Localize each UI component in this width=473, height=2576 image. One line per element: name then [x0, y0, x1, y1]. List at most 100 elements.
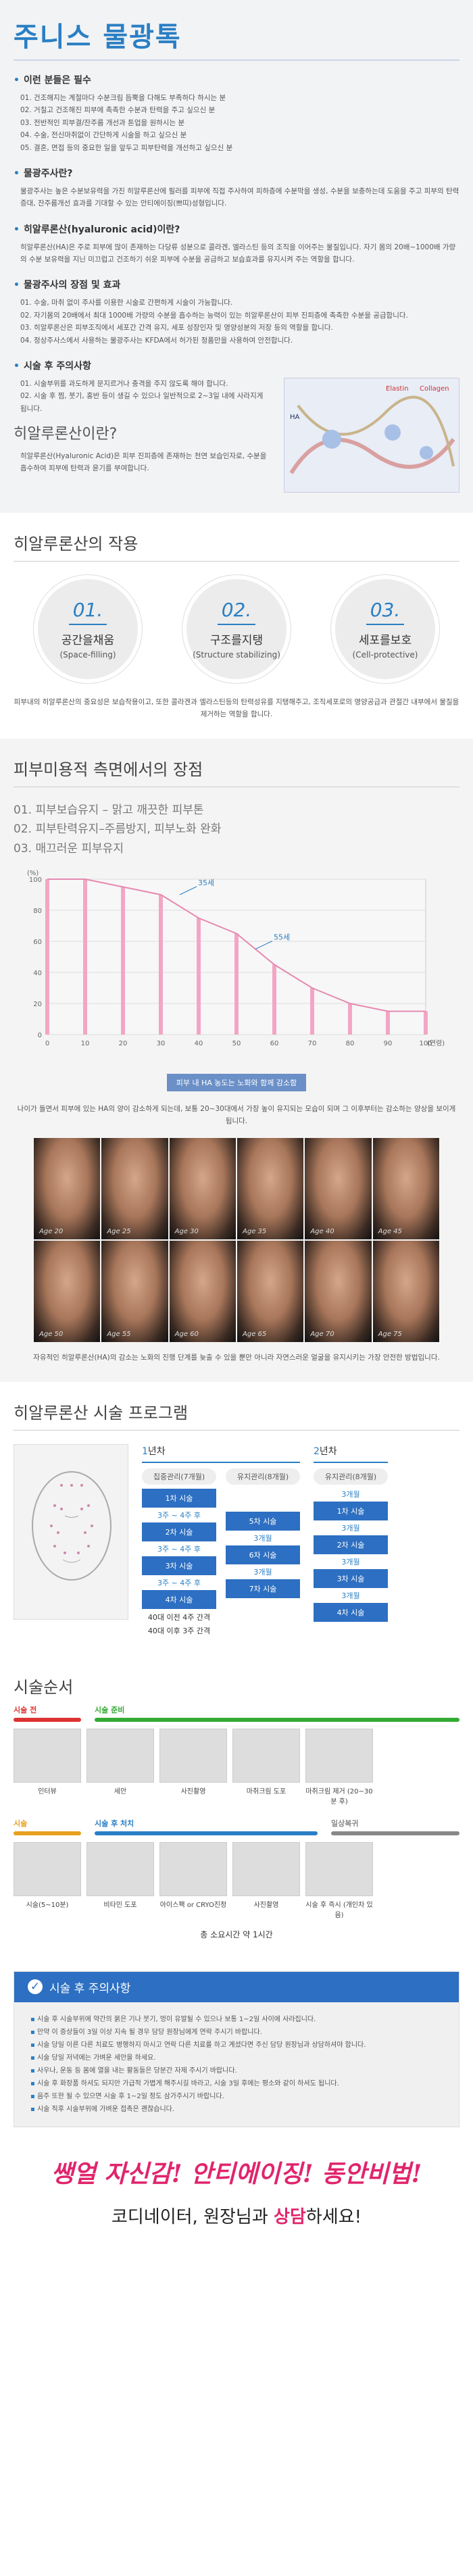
procedure-section: 시술순서 시술 전 시술 준비 인터뷰 세안 사진촬영 마취크림 도포 마취크림…: [0, 1656, 473, 1958]
y-tick-label: 80: [33, 908, 42, 915]
action-circle-3: 03. 세포를보호 (Cell-protective): [331, 574, 439, 683]
step: 시술 후 즉시 (개인차 있음): [305, 1841, 373, 1919]
x-axis-label: (연령): [427, 1039, 445, 1047]
advantages-section: 피부미용적 측면에서의 장점 01. 피부보습유지 – 맑고 깨끗한 피부톤 0…: [0, 738, 473, 1382]
face-image: Age 65: [237, 1240, 304, 1342]
aging-note: 자유적인 히알루론산(HA)의 감소는 노화의 진행 단계를 늦출 수 있을 뿐…: [33, 1353, 440, 1362]
bar: [159, 895, 163, 1035]
step: 아이스팩 or CRYO진정: [159, 1841, 227, 1919]
slogan: 쌩얼 자신감! 안티에이징! 동안비법!: [51, 2159, 422, 2188]
intro-section: 주니스 물광톡 • 이런 분들은 필수 01. 건조해지는 계절마다 수분크림 듬…: [0, 0, 473, 513]
face-image: Age 20: [34, 1137, 101, 1239]
bar: [121, 887, 125, 1035]
bar: [310, 988, 314, 1035]
session-box: 4차 시술: [142, 1589, 216, 1609]
aging-faces: Age 20 Age 25 Age 30 Age 35 Age 40 Age 4…: [34, 1137, 439, 1342]
advantages-title: 피부미용적 측면에서의 장점: [14, 760, 203, 779]
page-title: 주니스 물광톡: [14, 22, 182, 53]
page: 주니스 물광톡 • 이런 분들은 필수 01. 건조해지는 계절마다 수분크림 듬…: [0, 0, 473, 2228]
x-tick-label: 10: [81, 1040, 90, 1047]
aftercare-list: 01. 시술부위를 과도하게 문지르거나 충격을 주지 않도록 해야 합니다. …: [20, 379, 264, 413]
session-box: 4차 시술: [314, 1602, 388, 1622]
contact-line: 코디네이터, 원장님과 상담하세요!: [111, 2206, 362, 2227]
x-tick-label: 0: [45, 1040, 49, 1047]
svg-text:Elastin: Elastin: [386, 385, 408, 393]
step: 시술(5~10분): [14, 1841, 81, 1919]
face-image: Age 55: [101, 1240, 168, 1342]
face-image: Age 30: [169, 1137, 236, 1239]
session-box: 1차 시술: [314, 1501, 388, 1520]
annotation-label: 35세: [198, 878, 214, 887]
face-image: Age 40: [305, 1137, 372, 1239]
session-box: 3차 시술: [142, 1556, 216, 1575]
ha-text: 히알루론산(HA)은 주로 피부에 많이 존재하는 다당류 성분으로 콜라겐, …: [20, 243, 456, 264]
y-tick-label: 20: [33, 1001, 42, 1008]
year-1-program: 1년차 집중관리(7개월) 1차 시술 3주 ~ 4주 후 2차 시술 3주 ~…: [142, 1444, 300, 1639]
procedure-row-2: 시술(5~10분) 비타민 도포 아이스팩 or CRYO진정 사진촬영 시술 …: [14, 1841, 459, 1919]
action-circle-2: 02. 구조를지탱 (Structure stabilizing): [182, 574, 291, 683]
caution-item: 시술 당일 이른 다른 치료도 병행하지 마시고 연락 다른 치료를 하고 계셨…: [30, 2039, 443, 2052]
caution-heading: 시술 후 주의사항: [49, 1981, 131, 1996]
step: 사진촬영: [232, 1841, 300, 1919]
x-tick-label: 90: [384, 1040, 393, 1047]
x-tick-label: 70: [308, 1040, 317, 1047]
caution-item: 시술 직후 시술부위에 가벼운 접촉은 괜찮습니다.: [30, 2103, 443, 2116]
annotation-leader: [255, 941, 273, 950]
chart-caption: 피부 내 HA 농도는 노화와 함께 감소함: [166, 1074, 307, 1092]
x-tick-label: 50: [232, 1040, 241, 1047]
step: 사진촬영: [159, 1728, 227, 1806]
what-heading: • 물광주사란?: [14, 168, 73, 179]
y-tick-label: 0: [38, 1032, 42, 1039]
y-tick-label: 60: [33, 939, 42, 946]
series-line: [47, 878, 426, 1012]
face-image: Age 60: [169, 1240, 236, 1342]
caution-item: 시술 후 시술부위에 약간의 붉은 기나 붓기, 멍이 유발될 수 있으나 보통…: [30, 2013, 443, 2026]
bar: [45, 879, 49, 1035]
advantage-item: 02. 피부탄력유지–주름방지, 피부노화 완화: [14, 822, 222, 837]
annotation-label: 55세: [274, 933, 290, 942]
skin-diagram-image: Elastin Collagen HA: [284, 377, 459, 493]
x-tick-label: 100: [419, 1040, 432, 1047]
advantage-item: 01. 피부보습유지 – 맑고 깨끗한 피부톤: [14, 803, 204, 817]
x-tick-label: 60: [270, 1040, 279, 1047]
caution-list: 시술 후 시술부위에 약간의 붉은 기나 붓기, 멍이 유발될 수 있으나 보통…: [14, 2002, 459, 2127]
face-injection-diagram: [14, 1443, 128, 1620]
check-icon: ✓: [28, 1979, 43, 1995]
face-image: Age 35: [237, 1137, 304, 1239]
bar: [83, 879, 87, 1035]
year-2-program: 2년차 유지관리(8개월) 3개월 1차 시술 3개월 2차 시술 3개월 3차…: [314, 1444, 388, 1639]
action-section: 히알루론산의 작용 01. 공간을채움 (Space-filling) 02. …: [0, 513, 473, 739]
annotation-leader: [179, 886, 197, 895]
action-desc: 피부내의 히알루론산의 중요성은 보습작용이고, 또한 콜라겐과 엘라스틴등의 …: [14, 697, 459, 718]
step: 마취크림 도포: [232, 1728, 300, 1806]
ha-chart: 100 80 60 40 20 0 0 10 20 30 40 50 60 70 80 90 100 35세 55세…: [14, 866, 459, 1068]
ha-intro-title: 히알루론산이란?: [14, 426, 118, 443]
session-box: 5차 시술: [226, 1511, 300, 1531]
ha-heading: • 히알루론산(hyaluronic acid)이란?: [14, 224, 180, 235]
title-divider: [14, 59, 459, 61]
svg-text:Collagen: Collagen: [420, 385, 449, 393]
caution-item: 만약 이 증상들이 3일 이상 지속 될 경우 담당 원장님에게 연락 주시기 …: [30, 2026, 443, 2039]
step: 마취크림 제거 (20~30분 후): [305, 1728, 373, 1806]
features-heading: • 이런 분들은 필수: [14, 75, 91, 86]
y-tick-label: 100: [29, 876, 42, 884]
x-tick-label: 80: [346, 1040, 355, 1047]
bar: [197, 918, 201, 1035]
what-text: 물광주사는 높은 수분보유력을 가진 히알루론산에 필러를 피부에 직접 주사하…: [20, 187, 459, 208]
advantages-list: 01. 피부보습유지 – 맑고 깨끗한 피부톤 02. 피부탄력유지–주름방지,…: [14, 801, 459, 860]
svg-text:HA: HA: [290, 414, 300, 421]
program-section: 히알루론산 시술 프로그램 1년차: [0, 1382, 473, 1656]
face-image: Age 45: [372, 1137, 439, 1239]
session-box: 6차 시술: [226, 1545, 300, 1564]
x-tick-label: 20: [119, 1040, 128, 1047]
caution-item: 시술 당일 저녁에는 가벼운 세안을 하세요.: [30, 2052, 443, 2064]
session-box: 3차 시술: [314, 1568, 388, 1588]
merits-list: 01. 수술, 마취 없이 주사를 이용한 시술로 간편하게 시술이 가능합니다…: [20, 299, 408, 345]
face-image: Age 50: [34, 1240, 101, 1342]
caution-box: ✓ 시술 후 주의사항 시술 후 시술부위에 약간의 붉은 기나 붓기, 멍이 유…: [14, 1971, 459, 2127]
step: 인터뷰: [14, 1728, 81, 1806]
step: 비타민 도포: [86, 1841, 154, 1919]
caution-item: 음주 또한 될 수 있으면 시술 후 1~2일 정도 삼가주시기 바랍니다.: [30, 2090, 443, 2103]
bar: [386, 1011, 390, 1035]
ha-chart-svg: 100 80 60 40 20 00 10 20 30 40 50 60 70 80 90 100 35세 55세…: [27, 870, 445, 1047]
